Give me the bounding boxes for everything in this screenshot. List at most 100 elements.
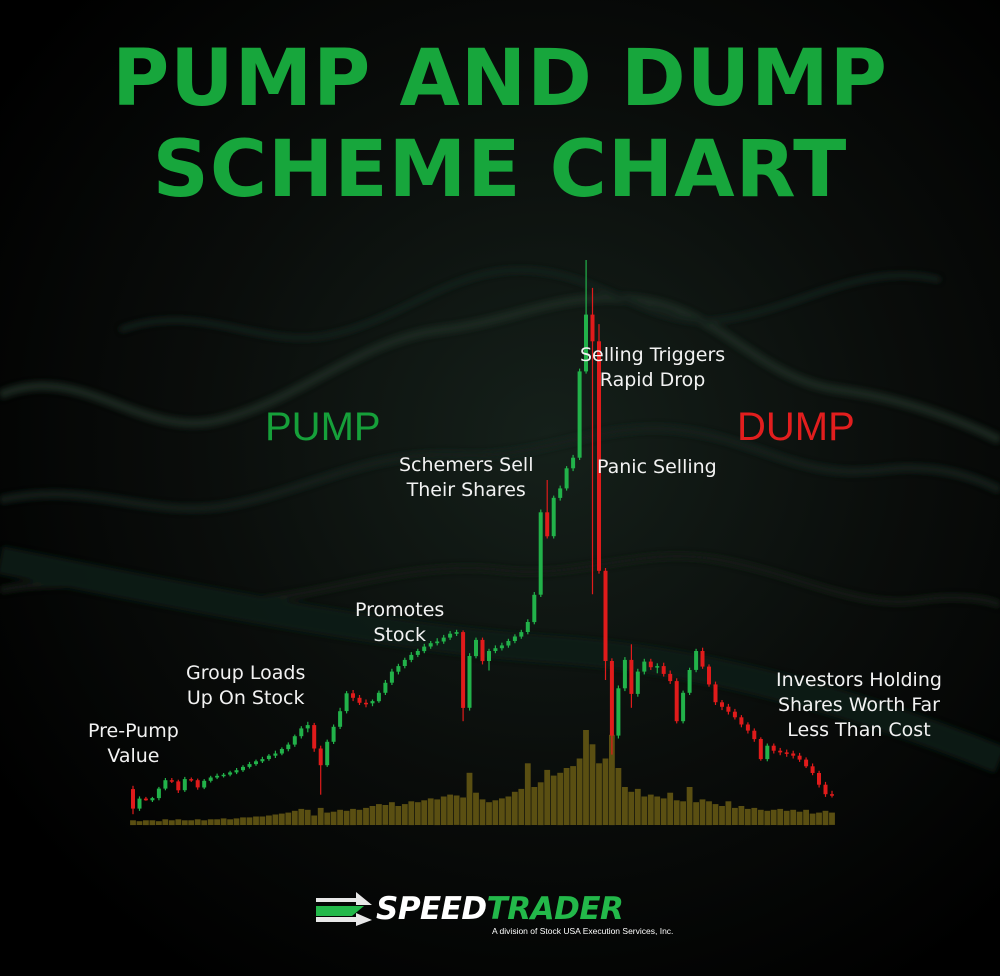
volume-bar [453,795,460,825]
volume-bars [130,730,835,826]
candle-body [357,697,362,703]
volume-bar [764,810,771,826]
candles [131,260,834,815]
volume-bar [162,819,169,825]
volume-bar [291,810,298,826]
volume-bar [563,768,570,825]
volume-bar [304,809,311,825]
candle-body [648,661,653,668]
candle [506,638,511,648]
candle [156,786,161,801]
pump-label: PUMP [265,405,381,449]
candle-body [150,798,155,801]
candle-body [622,659,627,689]
volume-bar [466,772,473,826]
volume-bar [337,809,343,825]
candle-body [577,371,582,458]
annotation-line: Stock [373,624,426,646]
volume-bar [401,804,408,825]
volume-bar [266,815,272,825]
candle [700,647,705,669]
volume-bar [615,768,622,825]
candle [467,653,472,711]
candle-body [700,651,705,667]
candle [597,324,601,574]
candle-body [810,766,815,773]
candle [402,657,407,669]
volume-bar [421,800,428,825]
volume-bar [738,806,745,825]
candle [804,757,809,768]
candle [817,770,821,788]
volume-bar [259,816,266,825]
annotation-line: Their Shares [406,479,526,501]
candle-body [694,651,699,670]
candle [609,658,614,755]
candle [823,781,828,797]
candle-body [817,773,821,785]
candle-body [720,702,724,707]
volume-bar [214,819,220,825]
volume-bar [240,817,246,825]
candle [487,648,491,671]
candle-body [480,639,485,662]
candle-body [448,633,453,638]
candle-body [778,750,783,753]
candle [810,763,815,776]
candle-body [402,659,407,666]
candle-body [182,779,187,791]
volume-bar [285,812,292,825]
candle-body [273,753,278,756]
candle [668,670,673,684]
candle-body [487,651,491,661]
bg-curve-2 [0,424,1000,513]
candle-body [707,666,711,685]
volume-bar [751,807,758,825]
candle-body [266,755,271,759]
candle [131,785,135,815]
candle [215,773,220,780]
chart-title-line1: PUMP AND DUMP [112,34,888,124]
candle [189,777,194,782]
volume-bar [317,807,324,825]
volume-bar [537,782,544,826]
volume-bar [654,796,661,825]
volume-bar [369,806,376,825]
candle [169,778,174,783]
candle-body [396,666,401,672]
volume-bar [136,821,143,825]
candle-body [726,706,731,712]
candle [422,643,427,654]
candle [545,480,550,539]
candle [622,657,627,692]
annotation-line: Group Loads [186,662,306,684]
candle [273,750,278,758]
candle-body [525,622,530,632]
candle [318,745,323,795]
volume-bar [427,798,434,825]
chart-title-line2: SCHEME CHART [152,125,848,215]
volume-bar [744,808,751,826]
candle [752,728,757,742]
candle [195,778,200,790]
volume-bar [589,744,596,826]
candle [499,642,504,651]
volume-bar [298,808,305,826]
volume-bar [356,809,363,825]
candle [791,750,796,759]
volume-bar [376,804,382,825]
candle-body [163,780,168,789]
candle [474,637,478,659]
candle [493,645,498,654]
volume-bar [220,818,227,826]
candle-body [765,745,770,760]
volume-bar [706,801,712,826]
candle [681,690,686,724]
volume-bar [576,758,583,825]
volume-bar [511,791,518,826]
volume-bar [634,788,641,825]
candle-body [804,759,809,767]
candle [538,509,543,597]
annotation-line: Panic Selling [597,456,717,478]
candle-body [312,725,317,749]
